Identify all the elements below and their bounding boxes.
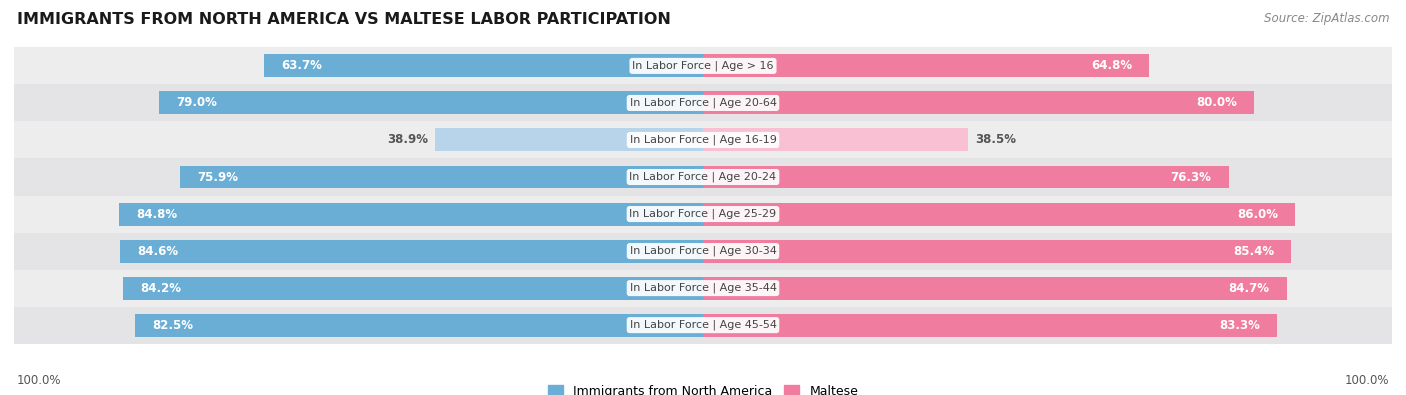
Text: 80.0%: 80.0% <box>1197 96 1237 109</box>
Text: 84.6%: 84.6% <box>138 245 179 258</box>
Bar <box>14 47 1392 85</box>
Text: 82.5%: 82.5% <box>152 319 193 332</box>
Text: In Labor Force | Age 20-24: In Labor Force | Age 20-24 <box>630 172 776 182</box>
Text: 100.0%: 100.0% <box>17 374 62 387</box>
Legend: Immigrants from North America, Maltese: Immigrants from North America, Maltese <box>543 380 863 395</box>
Text: In Labor Force | Age 25-29: In Labor Force | Age 25-29 <box>630 209 776 219</box>
Bar <box>703 314 1277 337</box>
Bar <box>180 166 703 188</box>
Text: 76.3%: 76.3% <box>1171 171 1212 184</box>
Bar <box>703 92 1254 115</box>
Text: 75.9%: 75.9% <box>197 171 239 184</box>
Bar <box>120 240 703 263</box>
Bar <box>703 276 1286 299</box>
Text: 86.0%: 86.0% <box>1237 207 1278 220</box>
Bar <box>703 55 1150 77</box>
Text: 100.0%: 100.0% <box>1344 374 1389 387</box>
Bar <box>703 128 969 151</box>
Text: In Labor Force | Age 16-19: In Labor Force | Age 16-19 <box>630 135 776 145</box>
Text: In Labor Force | Age 20-64: In Labor Force | Age 20-64 <box>630 98 776 108</box>
Text: In Labor Force | Age 35-44: In Labor Force | Age 35-44 <box>630 283 776 293</box>
Text: 85.4%: 85.4% <box>1233 245 1274 258</box>
Text: 83.3%: 83.3% <box>1219 319 1260 332</box>
Text: 63.7%: 63.7% <box>281 59 322 72</box>
Bar <box>122 276 703 299</box>
Text: In Labor Force | Age 45-54: In Labor Force | Age 45-54 <box>630 320 776 330</box>
Bar <box>14 85 1392 121</box>
Bar <box>14 307 1392 344</box>
Text: 38.5%: 38.5% <box>976 134 1017 147</box>
Text: 84.8%: 84.8% <box>136 207 177 220</box>
Bar <box>14 233 1392 269</box>
Text: 84.2%: 84.2% <box>141 282 181 295</box>
Bar <box>703 240 1291 263</box>
Text: In Labor Force | Age 30-34: In Labor Force | Age 30-34 <box>630 246 776 256</box>
Bar <box>434 128 703 151</box>
Bar <box>14 196 1392 233</box>
Text: In Labor Force | Age > 16: In Labor Force | Age > 16 <box>633 61 773 71</box>
Text: IMMIGRANTS FROM NORTH AMERICA VS MALTESE LABOR PARTICIPATION: IMMIGRANTS FROM NORTH AMERICA VS MALTESE… <box>17 12 671 27</box>
Text: 64.8%: 64.8% <box>1091 59 1132 72</box>
Text: 79.0%: 79.0% <box>176 96 217 109</box>
Text: 84.7%: 84.7% <box>1229 282 1270 295</box>
Bar <box>703 166 1229 188</box>
Bar <box>135 314 703 337</box>
Bar <box>264 55 703 77</box>
Bar <box>14 121 1392 158</box>
Bar <box>118 203 703 226</box>
Bar <box>14 269 1392 307</box>
Bar <box>703 203 1295 226</box>
Text: 38.9%: 38.9% <box>387 134 427 147</box>
Bar <box>14 158 1392 196</box>
Text: Source: ZipAtlas.com: Source: ZipAtlas.com <box>1264 12 1389 25</box>
Bar <box>159 92 703 115</box>
